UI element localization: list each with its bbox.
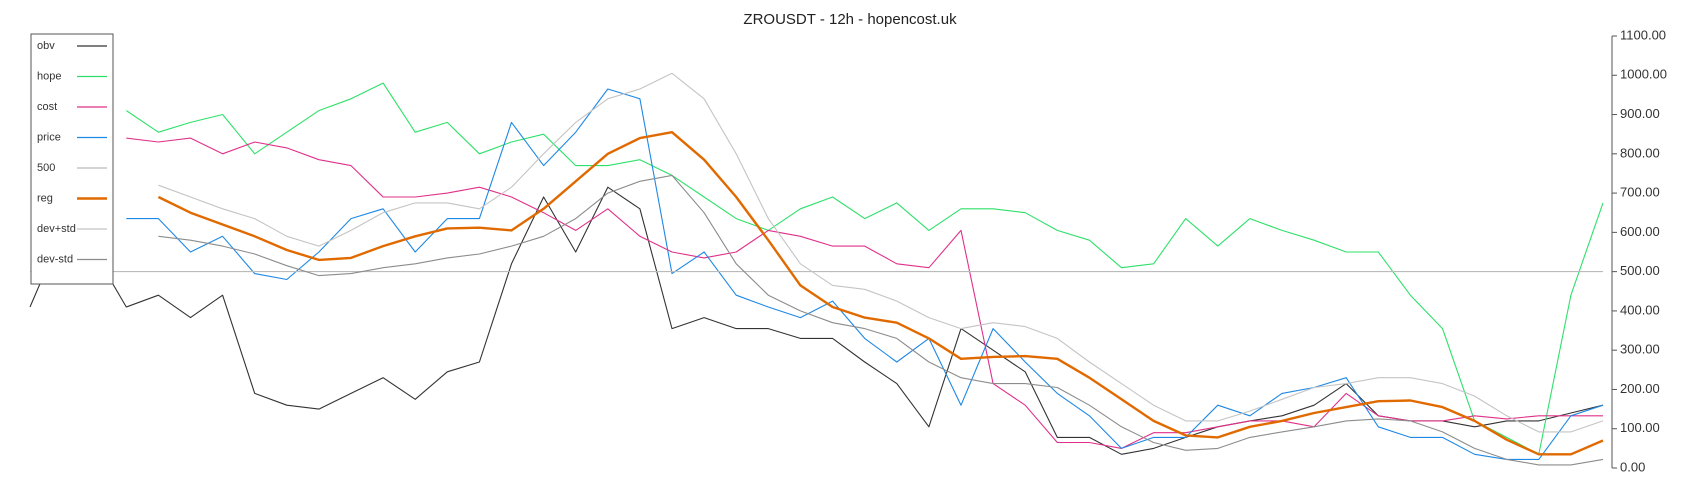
- series-line: [29, 186, 1604, 455]
- y-tick-label: 1000.00: [1620, 67, 1667, 82]
- legend-label: obv: [37, 40, 55, 52]
- y-tick-label: 400.00: [1620, 302, 1660, 317]
- legend-label: 500: [37, 162, 55, 174]
- y-tick-label: 0.00: [1620, 459, 1645, 474]
- legend-label: price: [37, 131, 61, 143]
- legend-label: cost: [37, 101, 57, 113]
- chart-title: ZROUSDT - 12h - hopencost.uk: [743, 11, 957, 28]
- legend-label: dev+std: [37, 223, 76, 235]
- y-tick-label: 200.00: [1620, 381, 1660, 396]
- y-tick-label: 900.00: [1620, 106, 1660, 121]
- plot-area: 0.00 100.00 200.00 300.00 400.00 500.00 600.00…: [29, 27, 1667, 474]
- series-line: [158, 72, 1604, 433]
- y-tick-label: 800.00: [1620, 145, 1660, 160]
- legend-box: [30, 33, 114, 285]
- series-line: [158, 174, 1604, 466]
- series-line: [126, 137, 1603, 449]
- y-tick-label: 500.00: [1620, 263, 1660, 278]
- series-line: [126, 88, 1604, 460]
- legend: obv hope cost price 500 reg dev+std dev-std: [30, 33, 114, 285]
- series-line: [125, 82, 1604, 455]
- legend-label: dev-std: [37, 253, 73, 265]
- legend-label: hope: [37, 70, 61, 82]
- y-tick-label: 600.00: [1620, 224, 1660, 239]
- y-tick-label: 100.00: [1620, 420, 1660, 435]
- y-tick-label: 1100.00: [1620, 27, 1666, 42]
- y-tick-label: 700.00: [1620, 185, 1660, 200]
- series-line: [157, 131, 1604, 456]
- legend-label: reg: [37, 192, 53, 204]
- y-tick-label: 300.00: [1620, 342, 1660, 357]
